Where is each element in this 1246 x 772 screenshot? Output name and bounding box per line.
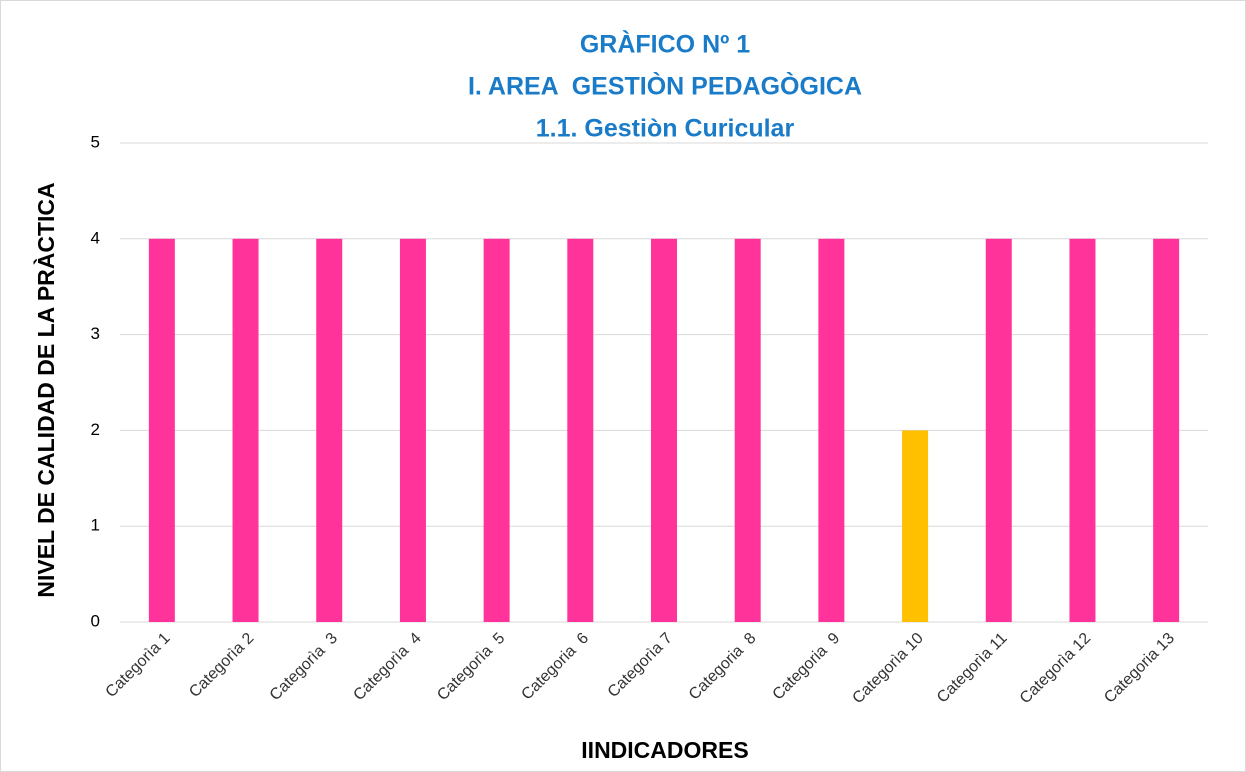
bar — [148, 238, 175, 623]
bar — [399, 238, 426, 623]
bar — [1153, 238, 1180, 623]
bar — [232, 238, 259, 623]
y-axis-title: NIVEL DE CALIDAD DE LA PRÀCTICA — [32, 182, 59, 597]
bar — [818, 238, 845, 623]
chart-title: GRÀFICO Nº 1 — [580, 30, 750, 59]
x-axis-title: IINDICADORES — [581, 737, 748, 763]
y-tick-label: 3 — [91, 324, 100, 343]
bar — [483, 238, 510, 623]
bar — [985, 238, 1012, 623]
bar — [316, 238, 343, 623]
y-tick-label: 1 — [91, 516, 100, 535]
y-tick-label: 4 — [91, 228, 100, 247]
y-tick-label: 2 — [91, 420, 100, 439]
bar — [651, 238, 677, 623]
y-tick-label: 0 — [91, 611, 100, 630]
bar — [902, 430, 929, 622]
bar — [567, 238, 594, 623]
y-tick-label: 5 — [91, 132, 100, 151]
bar — [734, 238, 761, 623]
chart-title: 1.1. Gestiòn Curicular — [536, 115, 795, 143]
chart-title: I. AREA GESTIÒN PEDAGÒGICA — [468, 71, 862, 101]
bar — [1069, 238, 1096, 623]
